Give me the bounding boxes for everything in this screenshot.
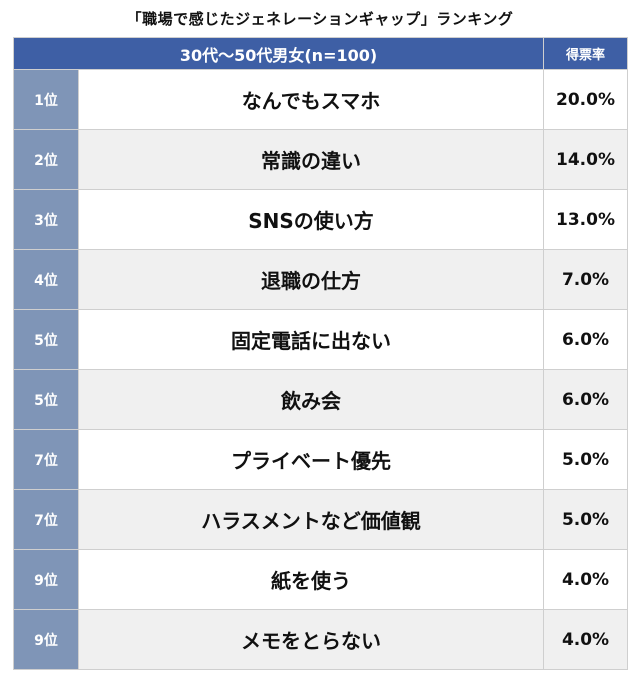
table-row: 7位 プライベート優先 5.0%: [13, 429, 629, 490]
table-header-row: 30代〜50代男女(n=100) 得票率: [12, 37, 629, 70]
rank-cell: 9位: [13, 609, 79, 670]
rank-cell: 1位: [13, 69, 79, 130]
table-row: 4位 退職の仕方 7.0%: [13, 249, 629, 310]
item-cell: 退職の仕方: [77, 249, 545, 310]
table-row: 3位 SNSの使い方 13.0%: [13, 189, 629, 250]
rank-cell: 3位: [13, 189, 79, 250]
rank-cell: 2位: [13, 129, 79, 190]
item-cell: メモをとらない: [77, 609, 545, 670]
rank-cell: 9位: [13, 549, 79, 610]
rate-cell: 4.0%: [543, 609, 629, 670]
item-cell: SNSの使い方: [77, 189, 545, 250]
rate-cell: 7.0%: [543, 249, 629, 310]
table-row: 2位 常識の違い 14.0%: [13, 129, 629, 190]
table-row: 5位 固定電話に出ない 6.0%: [13, 309, 629, 370]
rank-cell: 4位: [13, 249, 79, 310]
table-row: 7位 ハラスメントなど価値観 5.0%: [13, 489, 629, 550]
rank-cell: 7位: [13, 429, 79, 490]
rate-cell: 5.0%: [543, 489, 629, 550]
ranking-table: 30代〜50代男女(n=100) 得票率 1位 なんでもスマホ 20.0% 2位 常識の…: [12, 37, 629, 670]
rank-cell: 7位: [13, 489, 79, 550]
page-title: 「職場で感じたジェネレーションギャップ」ランキング: [126, 10, 514, 28]
rate-cell: 20.0%: [543, 69, 629, 130]
item-cell: プライベート優先: [77, 429, 545, 490]
rate-header: 得票率: [543, 37, 629, 70]
table-row: 9位 メモをとらない 4.0%: [13, 609, 629, 670]
rate-cell: 6.0%: [543, 309, 629, 370]
rate-cell: 14.0%: [543, 129, 629, 190]
table-row: 1位 なんでもスマホ 20.0%: [13, 69, 629, 130]
item-cell: 紙を使う: [77, 549, 545, 610]
item-cell: ハラスメントなど価値観: [77, 489, 545, 550]
table-body: 1位 なんでもスマホ 20.0% 2位 常識の違い 14.0% 3位 SNSの使い方 13.0%…: [13, 69, 629, 670]
rate-cell: 4.0%: [543, 549, 629, 610]
item-cell: 固定電話に出ない: [77, 309, 545, 370]
rank-cell: 5位: [13, 369, 79, 430]
rate-cell: 6.0%: [543, 369, 629, 430]
item-cell: 常識の違い: [77, 129, 545, 190]
rate-cell: 5.0%: [543, 429, 629, 490]
item-cell: 飲み会: [77, 369, 545, 430]
rate-cell: 13.0%: [543, 189, 629, 250]
item-cell: なんでもスマホ: [77, 69, 545, 130]
group-header: 30代〜50代男女(n=100): [12, 37, 545, 70]
rank-cell: 5位: [13, 309, 79, 370]
table-row: 9位 紙を使う 4.0%: [13, 549, 629, 610]
table-row: 5位 飲み会 6.0%: [13, 369, 629, 430]
